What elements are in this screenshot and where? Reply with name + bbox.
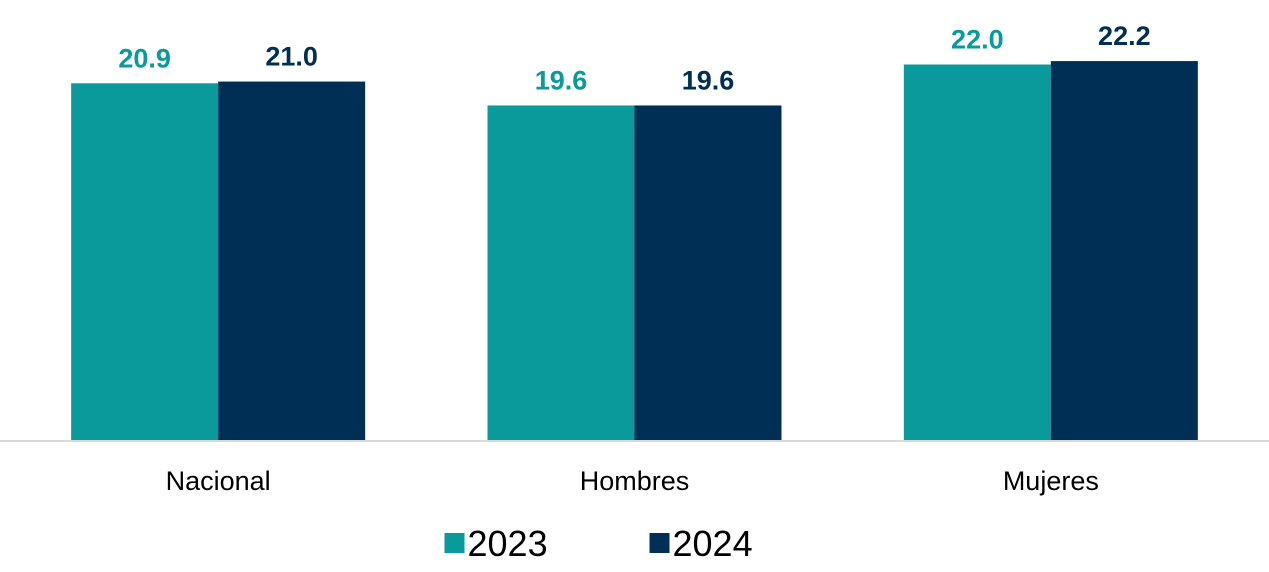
value-label-mujeres-2023: 22.0 bbox=[951, 24, 1004, 54]
legend-label-2023: 2023 bbox=[468, 523, 548, 564]
bar-hombres-2024 bbox=[634, 105, 782, 440]
legend-swatch-2023 bbox=[444, 533, 465, 553]
bar-mujeres-2023 bbox=[903, 64, 1051, 441]
bars-layer bbox=[71, 61, 1198, 441]
value-label-nacional-2023: 20.9 bbox=[118, 43, 171, 73]
legend: 2023 2024 bbox=[444, 523, 753, 564]
value-label-mujeres-2024: 22.2 bbox=[1098, 21, 1151, 51]
bar-hombres-2023 bbox=[487, 105, 635, 440]
bar-nacional-2023 bbox=[71, 83, 219, 440]
category-label-hombres: Hombres bbox=[580, 466, 690, 496]
category-label-nacional: Nacional bbox=[166, 466, 271, 496]
bar-nacional-2024 bbox=[218, 81, 366, 441]
value-label-nacional-2024: 21.0 bbox=[265, 42, 318, 72]
legend-swatch-2024 bbox=[649, 533, 670, 553]
legend-label-2024: 2024 bbox=[673, 523, 753, 564]
category-label-mujeres: Mujeres bbox=[1003, 466, 1099, 496]
value-label-hombres-2023: 19.6 bbox=[535, 65, 588, 95]
category-labels-layer: Nacional Hombres Mujeres bbox=[166, 466, 1099, 496]
value-labels-layer: 20.9 21.0 19.6 19.6 22.0 22.2 bbox=[118, 21, 1150, 95]
value-label-hombres-2024: 19.6 bbox=[682, 65, 735, 95]
bar-mujeres-2024 bbox=[1050, 61, 1198, 440]
